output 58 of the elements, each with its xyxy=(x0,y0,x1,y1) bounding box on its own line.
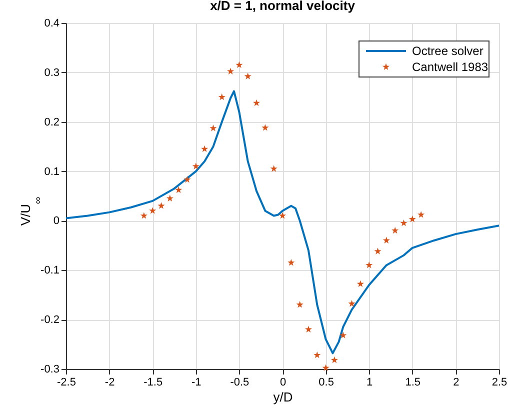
y-tick-label: 0.2 xyxy=(44,116,60,128)
y-tick-label: 0.1 xyxy=(44,166,60,178)
point xyxy=(140,212,148,219)
point xyxy=(348,300,356,307)
point xyxy=(322,364,330,372)
point xyxy=(236,61,243,68)
x-tick-label: -2.5 xyxy=(57,376,76,388)
x-tick-label: -0.5 xyxy=(230,376,250,388)
point xyxy=(192,162,200,170)
x-tick-label: -1 xyxy=(192,376,202,388)
y-tick-label: 0.3 xyxy=(44,66,60,79)
point xyxy=(374,248,382,254)
legend-label: Octree solver xyxy=(412,44,484,58)
point xyxy=(304,326,312,332)
point xyxy=(175,186,182,194)
point xyxy=(262,124,269,131)
point xyxy=(296,301,304,308)
point xyxy=(400,219,408,226)
point xyxy=(218,93,226,100)
point xyxy=(418,211,425,218)
point xyxy=(356,280,364,287)
point xyxy=(330,356,338,364)
y-tick-label: 0.4 xyxy=(44,18,60,30)
x-tick-label: -1.5 xyxy=(144,376,163,388)
point xyxy=(166,194,174,202)
point xyxy=(340,332,347,338)
point xyxy=(408,216,416,222)
point xyxy=(288,259,295,266)
point xyxy=(382,236,390,244)
y-tick-label: 0 xyxy=(53,215,60,228)
point xyxy=(244,72,252,80)
point xyxy=(227,68,234,74)
x-tick-label: -2 xyxy=(104,376,115,388)
point xyxy=(278,212,286,219)
chart-title: x/D = 1, normal velocity xyxy=(210,0,356,13)
point xyxy=(366,261,373,268)
point xyxy=(392,226,399,234)
x-tick-label: 1.5 xyxy=(405,376,421,388)
point xyxy=(252,99,260,106)
point xyxy=(149,207,156,214)
x-tick-label: 0 xyxy=(280,376,286,388)
x-tick-label: 0.5 xyxy=(318,376,334,388)
y-axis-title: V/U∞ xyxy=(18,196,44,226)
legend-label: Cantwell 1983 xyxy=(412,60,488,74)
x-tick-label: 1 xyxy=(366,376,373,388)
point xyxy=(210,124,217,132)
y-tick-label: -0.1 xyxy=(40,264,60,277)
line-series xyxy=(65,90,500,354)
point xyxy=(184,176,191,183)
point xyxy=(270,165,278,172)
x-tick-label: 2 xyxy=(453,376,460,388)
point xyxy=(201,145,208,152)
point xyxy=(158,202,165,209)
x-axis-title: y/D xyxy=(273,390,293,404)
y-tick-label: -0.2 xyxy=(40,314,60,326)
y-tick-label: -0.3 xyxy=(40,364,60,376)
x-tick-label: 2.5 xyxy=(492,376,508,388)
point xyxy=(314,351,321,358)
